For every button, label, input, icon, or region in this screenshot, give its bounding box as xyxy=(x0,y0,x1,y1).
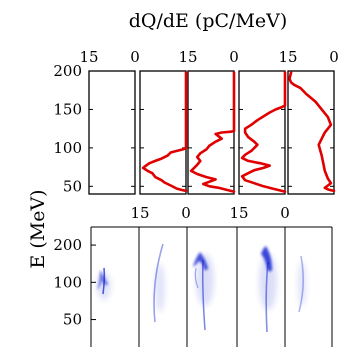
heatmap-panels: 50 100 200 xyxy=(53,226,333,347)
spectrum-panel-frame xyxy=(139,70,187,195)
heatmap-y-tick-label: 50 xyxy=(63,311,82,329)
y-tick-label-top: 50 xyxy=(63,177,82,195)
x-tick-label-bottom: 0 xyxy=(280,204,290,222)
y-tick-label-top: 200 xyxy=(53,62,82,80)
heatmap-blob-panel-2 xyxy=(153,243,165,323)
heatmap-blob-panel-5 xyxy=(298,255,306,313)
x-tick-label-top: 15 xyxy=(278,48,297,66)
x-tick-label-top: 15 xyxy=(178,48,197,66)
spectrum-panel-frame xyxy=(238,70,286,195)
x-tick-label-top: 0 xyxy=(229,48,239,66)
x-tick-label-top: 0 xyxy=(130,48,140,66)
spectrum-curve-panel-4 xyxy=(240,71,287,193)
spectrum-panel-frame xyxy=(88,70,136,195)
y-axis-label: E (MeV) xyxy=(27,189,49,268)
chart-title: dQ/dE (pC/MeV) xyxy=(129,10,288,32)
heatmap-frames xyxy=(90,226,333,347)
spectrum-curve-panel-2 xyxy=(141,71,188,193)
heatmap-blob-panel-4 xyxy=(259,246,277,333)
y-tick-label-top: 150 xyxy=(53,100,82,118)
spectrum-curve-panel-3 xyxy=(189,71,236,193)
x-tick-label-bottom: 0 xyxy=(181,204,191,222)
spectrum-curve-panel-5 xyxy=(288,71,336,193)
spectrum-panel-frame xyxy=(187,70,235,195)
x-tick-label-top: 15 xyxy=(79,48,98,66)
heatmap-y-tick-label: 200 xyxy=(53,236,82,254)
heatmap-blob-panel-3 xyxy=(193,252,214,331)
x-tick-label-bottom: 15 xyxy=(229,204,248,222)
y-axis-ticks-bottom: 50 100 200 xyxy=(53,236,96,329)
heatmap-blob-panel-1 xyxy=(97,267,111,300)
x-tick-label-top: 0 xyxy=(329,48,339,66)
spectrum-panel-frame xyxy=(287,70,335,195)
y-axis-ticks-top: 50 100 150 200 xyxy=(53,62,82,195)
y-tick-label-top: 100 xyxy=(53,139,82,157)
x-tick-label-bottom: 15 xyxy=(130,204,149,222)
heatmap-y-tick-label: 100 xyxy=(53,273,82,291)
spectra-panels: 15 0 15 0 15 0 15 0 15 0 xyxy=(79,48,338,222)
